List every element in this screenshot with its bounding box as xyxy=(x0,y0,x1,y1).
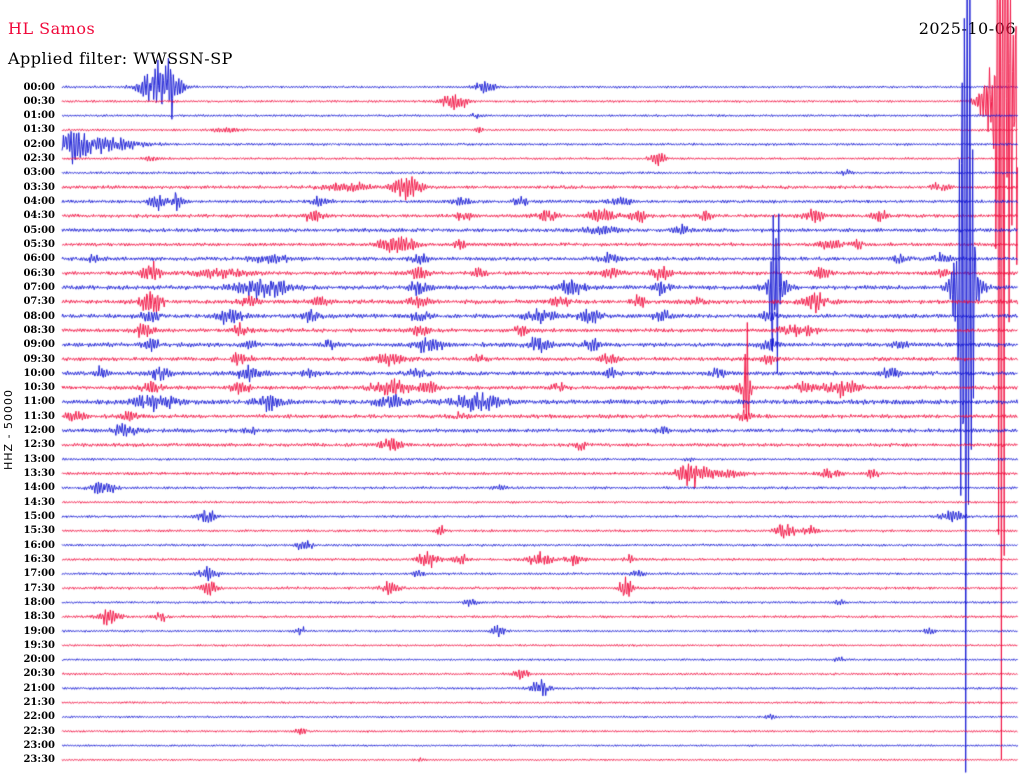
time-label: 20:30 xyxy=(23,668,55,680)
time-label: 05:30 xyxy=(23,238,55,250)
time-label: 07:30 xyxy=(23,296,55,308)
time-label: 15:00 xyxy=(23,511,55,522)
time-label: 06:30 xyxy=(23,267,55,279)
time-label: 11:00 xyxy=(23,396,55,408)
time-label: 02:00 xyxy=(23,138,55,150)
time-label: 09:30 xyxy=(23,353,55,365)
time-label: 22:30 xyxy=(23,725,55,737)
time-label: 04:30 xyxy=(23,210,55,222)
time-label: 14:30 xyxy=(23,496,55,508)
date-label: 2025-10-06 xyxy=(918,19,1016,38)
time-label: 12:00 xyxy=(23,425,55,437)
time-label: 12:30 xyxy=(23,439,55,451)
time-label: 05:00 xyxy=(23,224,55,236)
time-label: 18:30 xyxy=(23,611,55,623)
time-label: 21:30 xyxy=(23,697,55,709)
time-label: 11:30 xyxy=(23,410,55,422)
time-label: 03:00 xyxy=(23,167,55,179)
time-label: 00:00 xyxy=(23,81,55,93)
time-label: 16:30 xyxy=(23,553,55,565)
time-label: 10:30 xyxy=(23,382,55,394)
time-label: 01:00 xyxy=(23,110,55,122)
time-labels-column: 00:00 00:30 01:00 01:30 02:00 02:30 03:00 03:30… xyxy=(0,0,57,780)
time-label: 04:00 xyxy=(23,196,55,208)
time-label: 17:30 xyxy=(23,582,55,594)
time-label: 07:00 xyxy=(23,281,55,293)
time-label: 18:00 xyxy=(23,596,55,608)
time-label: 19:30 xyxy=(23,639,55,651)
time-label: 22:00 xyxy=(23,711,55,723)
time-label: 03:30 xyxy=(23,181,55,193)
time-label: 10:00 xyxy=(23,367,55,379)
time-label: 21:00 xyxy=(23,682,55,694)
time-label: 08:30 xyxy=(23,324,55,336)
time-label: 02:30 xyxy=(23,153,55,165)
time-label: 23:00 xyxy=(23,740,55,752)
time-label: 23:30 xyxy=(23,754,55,766)
time-label: 14:00 xyxy=(23,482,55,494)
time-label: 06:00 xyxy=(23,253,55,265)
time-label: 17:00 xyxy=(23,568,55,580)
time-label: 09:00 xyxy=(23,339,55,351)
time-label: 15:30 xyxy=(23,525,55,537)
time-label: 20:00 xyxy=(23,654,55,666)
time-label: 13:00 xyxy=(23,453,55,465)
time-label: 13:30 xyxy=(23,468,55,480)
time-label: 19:00 xyxy=(23,625,55,637)
time-label: 00:30 xyxy=(23,95,55,107)
time-label: 16:00 xyxy=(23,539,55,551)
time-label: 01:30 xyxy=(23,124,55,136)
time-label: 08:00 xyxy=(23,310,55,322)
